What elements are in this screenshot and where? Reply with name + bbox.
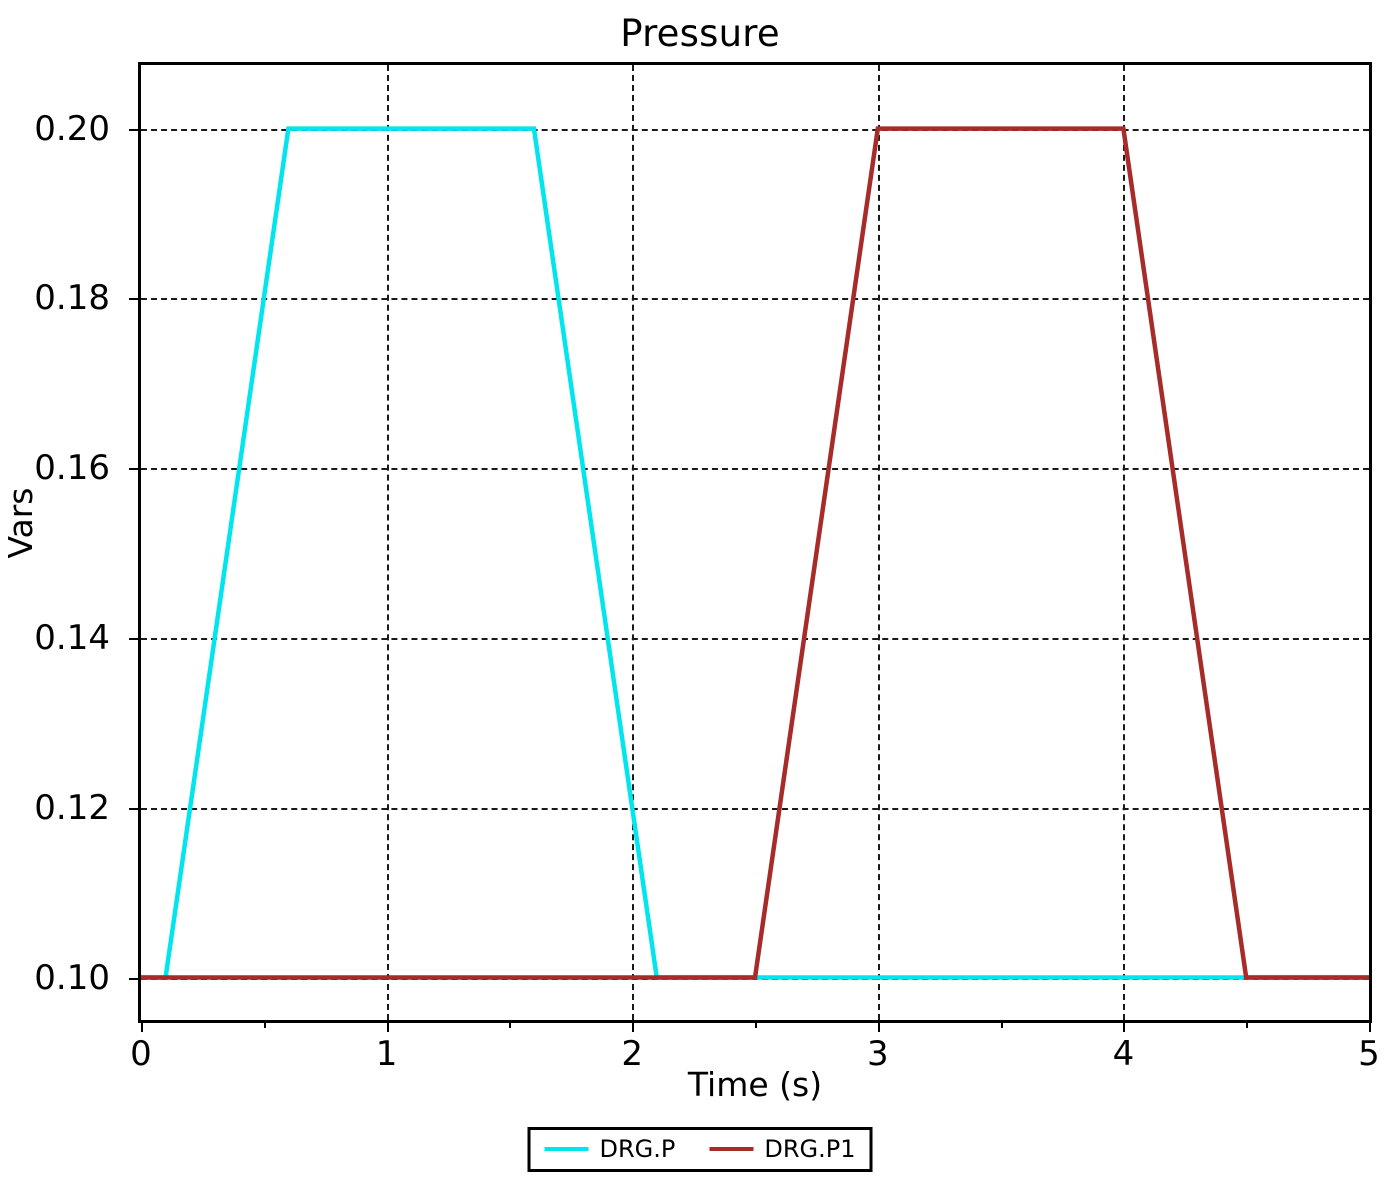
- page-title: Pressure: [620, 12, 780, 55]
- x-axis-minor-tick: [509, 1023, 512, 1028]
- y-axis-tick: [129, 807, 138, 810]
- y-axis-ticklabel: 0.18: [34, 278, 110, 319]
- x-axis-ticklabel: 2: [621, 1034, 643, 1074]
- legend-label: DRG.P: [599, 1135, 676, 1163]
- legend-swatch-line-icon: [709, 1147, 754, 1151]
- legend-swatch-line-icon: [544, 1147, 589, 1151]
- y-axis-tick: [129, 128, 138, 131]
- series-line-drg-p1: [141, 126, 1369, 980]
- y-axis-tick: [129, 298, 138, 301]
- x-axis-tick: [1369, 1023, 1371, 1032]
- x-axis-minor-tick: [1000, 1023, 1003, 1028]
- x-axis-label: Time (s): [687, 1065, 823, 1104]
- legend-label: DRG.P1: [764, 1135, 856, 1163]
- gridline-vertical: [1123, 65, 1126, 1020]
- x-axis-ticklabel: 5: [1358, 1034, 1380, 1074]
- x-axis-minor-tick: [755, 1023, 757, 1028]
- x-axis-minor-tick: [1246, 1023, 1249, 1028]
- x-axis-tick: [877, 1023, 880, 1032]
- x-axis-ticklabel: 0: [130, 1034, 152, 1074]
- gridline-horizontal: [141, 128, 1369, 131]
- x-axis-tick: [141, 1023, 143, 1032]
- plot-inner: [141, 65, 1369, 1020]
- gridline-horizontal: [141, 807, 1369, 810]
- chart-legend: DRG.P DRG.P1: [527, 1127, 873, 1172]
- gridline-vertical: [386, 65, 389, 1020]
- x-axis-tick: [386, 1023, 389, 1032]
- series-layer: [141, 126, 1369, 980]
- y-axis-tick: [129, 468, 138, 471]
- y-axis-tick: [129, 977, 138, 980]
- y-axis-ticklabel: 0.16: [34, 448, 110, 489]
- y-axis-ticklabel: 0.14: [34, 618, 110, 658]
- y-axis-label: Vars: [1, 487, 40, 559]
- x-axis-minor-tick: [263, 1023, 266, 1028]
- x-axis-tick: [1123, 1023, 1126, 1032]
- legend-entry[interactable]: DRG.P: [544, 1135, 676, 1163]
- plot-area: [138, 62, 1372, 1023]
- x-axis-tick: [632, 1023, 635, 1032]
- x-axis-ticklabel: 1: [375, 1034, 398, 1074]
- y-axis-ticklabel: 0.20: [34, 108, 110, 149]
- gridline-horizontal: [141, 638, 1369, 640]
- y-axis-ticklabel: 0.10: [34, 957, 110, 998]
- gridline-horizontal: [141, 468, 1369, 471]
- gridline-vertical: [632, 65, 635, 1020]
- gridline-vertical: [877, 65, 880, 1020]
- x-axis-ticklabel: 3: [866, 1034, 889, 1074]
- x-axis-ticklabel: 4: [1112, 1034, 1135, 1074]
- y-axis-tick: [129, 638, 138, 640]
- y-axis-ticklabel: 0.12: [34, 787, 110, 828]
- gridline-horizontal: [141, 298, 1369, 301]
- legend-entry[interactable]: DRG.P1: [709, 1135, 855, 1163]
